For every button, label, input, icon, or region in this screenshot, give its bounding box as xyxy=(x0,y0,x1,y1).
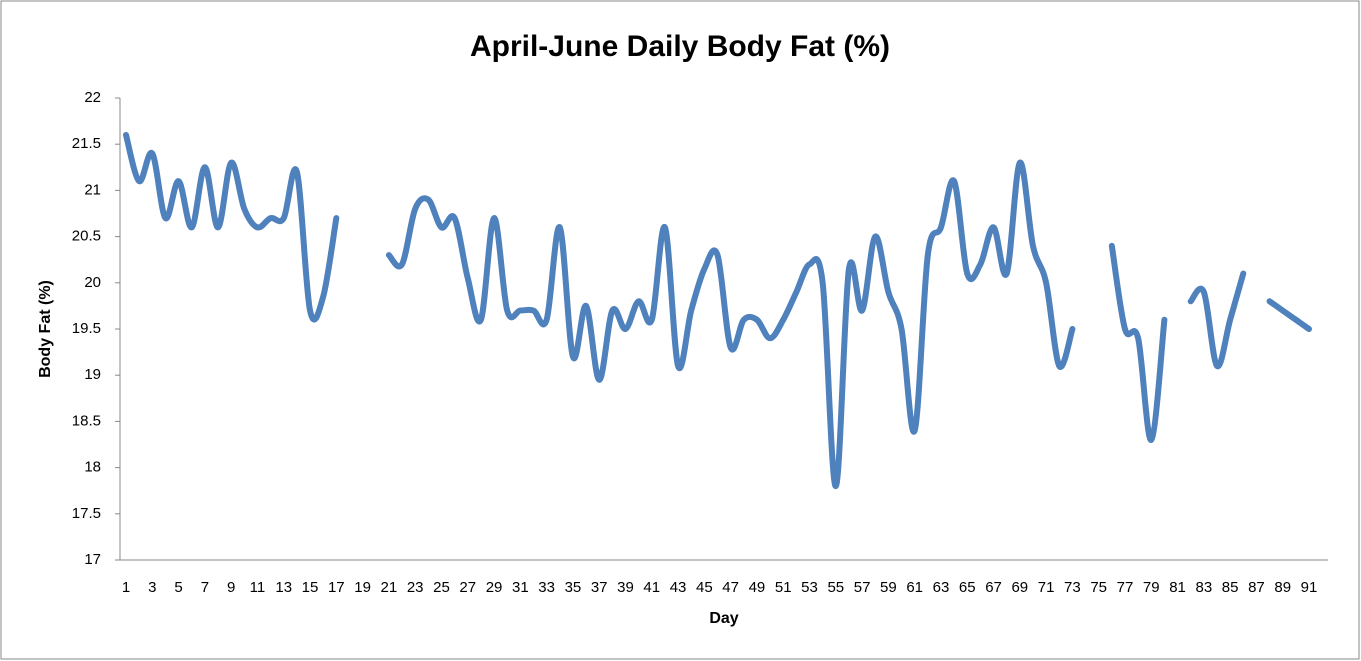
chart-title: April-June Daily Body Fat (%) xyxy=(470,30,890,63)
x-tick-label: 7 xyxy=(201,579,209,596)
x-tick-label: 43 xyxy=(670,579,687,596)
x-tick-label: 71 xyxy=(1038,579,1055,596)
y-tick-label: 21 xyxy=(84,181,101,198)
x-tick-label: 3 xyxy=(148,579,156,596)
x-tick-label: 67 xyxy=(985,579,1002,596)
x-tick-label: 1 xyxy=(122,579,130,596)
x-tick-label: 87 xyxy=(1248,579,1265,596)
x-tick-label: 75 xyxy=(1090,579,1107,596)
y-tick-label: 20.5 xyxy=(72,228,101,245)
x-tick-label: 53 xyxy=(801,579,818,596)
x-tick-label: 55 xyxy=(827,579,844,596)
x-tick-label: 47 xyxy=(722,579,739,596)
x-tick-label: 79 xyxy=(1143,579,1160,596)
x-tick-label: 9 xyxy=(227,579,235,596)
x-tick-label: 85 xyxy=(1222,579,1239,596)
x-axis-title: Day xyxy=(709,610,738,627)
x-tick-label: 11 xyxy=(250,579,266,596)
x-tick-label: 89 xyxy=(1274,579,1291,596)
y-tick-label: 17.5 xyxy=(72,505,101,522)
y-tick-label: 18 xyxy=(84,459,101,476)
x-tick-label: 73 xyxy=(1064,579,1081,596)
x-tick-label: 33 xyxy=(538,579,555,596)
y-tick-label: 19.5 xyxy=(72,320,101,337)
x-tick-label: 49 xyxy=(749,579,766,596)
x-tick-label: 15 xyxy=(302,579,319,596)
y-axis-title: Body Fat (%) xyxy=(37,280,54,378)
x-tick-label: 63 xyxy=(933,579,950,596)
y-tick-label: 20 xyxy=(84,274,101,291)
x-tick-label: 23 xyxy=(407,579,424,596)
x-tick-label: 37 xyxy=(591,579,608,596)
x-tick-label: 17 xyxy=(328,579,345,596)
x-tick-label: 51 xyxy=(775,579,792,596)
x-tick-label: 41 xyxy=(643,579,660,596)
x-tick-label: 25 xyxy=(433,579,450,596)
x-tick-label: 81 xyxy=(1169,579,1186,596)
y-tick-label: 17 xyxy=(84,551,101,568)
x-tick-label: 59 xyxy=(880,579,897,596)
x-tick-label: 61 xyxy=(906,579,923,596)
data-line xyxy=(123,131,1312,490)
x-tick-label: 29 xyxy=(486,579,503,596)
x-tick-label: 39 xyxy=(617,579,634,596)
x-tick-label: 27 xyxy=(459,579,476,596)
y-tick-label: 22 xyxy=(84,89,101,106)
y-tick-label: 21.5 xyxy=(72,135,101,152)
x-tick-label: 21 xyxy=(381,579,398,596)
x-tick-label: 19 xyxy=(354,579,371,596)
x-tick-label: 69 xyxy=(1011,579,1028,596)
y-tick-label: 18.5 xyxy=(72,412,101,429)
y-tick-label: 19 xyxy=(84,366,101,383)
x-tick-label: 5 xyxy=(174,579,182,596)
x-tick-label: 57 xyxy=(854,579,871,596)
x-tick-label: 35 xyxy=(565,579,582,596)
x-tick-label: 31 xyxy=(512,579,529,596)
x-tick-label: 91 xyxy=(1301,579,1318,596)
x-tick-label: 13 xyxy=(275,579,292,596)
x-tick-label: 45 xyxy=(696,579,713,596)
x-tick-label: 65 xyxy=(959,579,976,596)
x-tick-label: 77 xyxy=(1117,579,1134,596)
x-tick-label: 83 xyxy=(1196,579,1213,596)
